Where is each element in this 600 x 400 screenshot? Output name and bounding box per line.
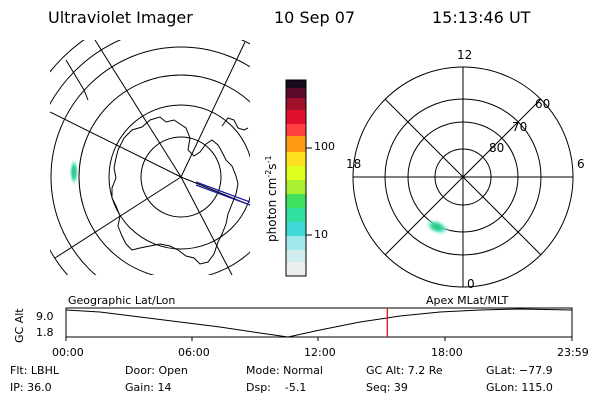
glat-info: GLat: −77.9 [486, 364, 553, 377]
altitude-curve [65, 308, 573, 338]
coastline [111, 116, 239, 265]
meridian-line [180, 176, 233, 275]
instrument-title: Ultraviolet Imager [48, 8, 193, 27]
ip-info: IP: 36.0 [10, 381, 52, 394]
colorbar-unit-label: photon cm-2s-1 [264, 155, 279, 242]
meridian-line [50, 111, 182, 178]
altitude-timeline [65, 307, 573, 341]
apex-label: Apex MLat/MLT [426, 294, 509, 307]
mlt-label-0: 0 [467, 277, 475, 291]
filter-info: Flt: LBHL [10, 364, 59, 377]
satellite-track [195, 184, 250, 206]
satellite-track [195, 181, 250, 203]
meridian-line [180, 41, 246, 178]
meridian-line [54, 176, 182, 259]
aurora-emission-apex [423, 218, 451, 236]
mlat-label-70: 70 [512, 120, 528, 134]
door-info: Door: Open [125, 364, 188, 377]
lat-circle [140, 136, 222, 218]
mlat-label-60: 60 [535, 97, 551, 111]
aurora-emission-geo [69, 157, 79, 187]
glon-info: GLon: 115.0 [486, 381, 553, 394]
alt-max-label: 9.0 [36, 310, 54, 323]
mode-info: Mode: Normal [246, 364, 323, 377]
colorbar-tick-10: 10 [314, 228, 328, 241]
time-tick-1200: 12:00 [304, 346, 336, 359]
alt-axis-label: GC Alt [13, 308, 26, 343]
seq-info: Seq: 39 [366, 381, 408, 394]
colorbar-tick-100: 100 [314, 140, 335, 153]
coastline [65, 59, 89, 101]
lat-circle [50, 46, 250, 275]
time-tick-0000: 00:00 [52, 346, 84, 359]
dsp-info: Dsp: -5.1 [246, 381, 307, 394]
time-label: 15:13:46 UT [432, 8, 531, 27]
date-label: 10 Sep 07 [274, 8, 356, 27]
lat-circle [108, 104, 250, 250]
mlt-label-12: 12 [457, 48, 473, 62]
mlt-label-6: 6 [577, 157, 585, 171]
colorbar [285, 79, 312, 277]
geographic-label: Geographic Lat/Lon [68, 294, 176, 307]
meridian-line [94, 40, 182, 178]
time-tick-1800: 18:00 [431, 346, 463, 359]
mlat-label-80: 80 [489, 141, 505, 155]
apex-polar-plot [352, 66, 574, 288]
gain-info: Gain: 14 [125, 381, 172, 394]
gc-alt-info: GC Alt: 7.2 Re [366, 364, 443, 377]
alt-min-label: 1.8 [36, 326, 54, 339]
time-tick-2359: 23:59 [557, 346, 589, 359]
coastline [221, 117, 249, 131]
mlt-label-18: 18 [346, 157, 362, 171]
time-tick-0600: 06:00 [178, 346, 210, 359]
geographic-map [50, 40, 250, 275]
lat-circle [78, 74, 250, 275]
